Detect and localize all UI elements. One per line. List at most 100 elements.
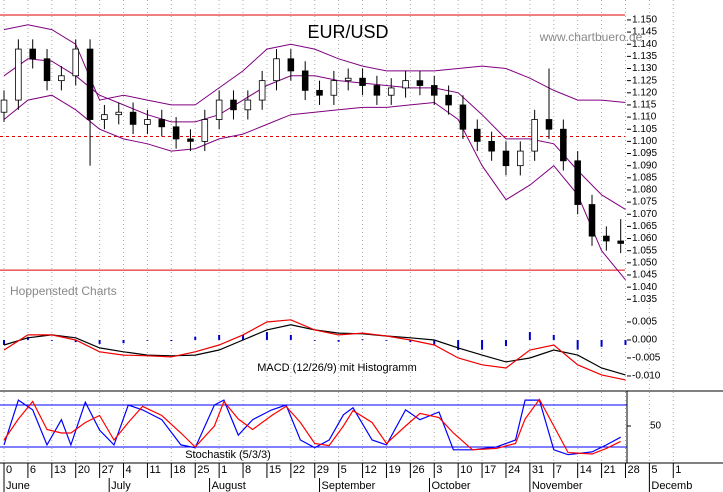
x-tick-label: 18 [173,464,185,476]
candle-body [574,160,581,205]
candle-body [588,204,596,237]
candle-body [244,99,252,111]
histogram-bar [313,339,316,341]
candle-body [215,99,223,120]
candle-body [258,80,266,101]
y-tick-label: 1.100 [632,136,657,147]
y-tick-label: 0.000 [632,335,657,346]
x-tick-label: 17 [484,464,496,476]
y-tick-label: 1.035 [632,294,657,305]
histogram-bar [50,339,53,341]
y-tick-label: 50 [650,421,662,432]
candle-body [330,80,338,96]
y-tick-label: 1.065 [632,221,657,232]
histogram-bar [289,334,292,340]
series-line [3,399,621,456]
month-label: October [431,480,470,492]
y-tick-label: 1.135 [632,51,657,62]
month-label: June [6,480,30,492]
y-tick-label: 1.090 [632,160,657,171]
histogram-bar [265,332,268,340]
month-label: November [532,480,583,492]
candle-body [387,87,395,96]
x-tick-label: 1 [675,464,681,476]
marks: 0 6 13 20 27 4 11 18 25 1 8 15 22 29 5 12 19 26 3 10 17 24 31 7… [0,15,692,492]
y-tick-label: 1.070 [632,209,657,220]
x-tick-label: 24 [508,464,520,476]
y-tick-label: 1.125 [632,75,657,86]
candle-body [344,77,352,82]
histogram-bar [433,339,436,345]
candle-body [187,138,194,142]
candle-body [603,235,610,242]
candle-body [416,80,424,86]
candle-body [0,99,8,113]
histogram-bar [361,339,364,341]
y-tick-label: 1.080 [632,185,657,196]
x-tick-label: 15 [269,464,281,476]
x-tick-label: 1 [221,464,227,476]
histogram-bar [218,334,221,340]
x-tick-label: 22 [293,464,305,476]
x-tick-label: 20 [78,464,90,476]
candle-body [172,126,180,140]
series-line [3,398,621,455]
x-tick-label: 4 [126,464,132,476]
candle-body [273,58,280,82]
x-tick-label: 5 [341,464,347,476]
histogram-bar [146,339,149,341]
candle-body [617,240,624,244]
month-label: September [322,480,376,492]
candle-body [488,140,495,152]
x-tick-label: 29 [317,464,329,476]
y-tick-label: -0.010 [632,371,661,382]
y-tick-label: 1.110 [632,112,657,123]
x-tick-label: 6 [30,464,36,476]
y-tick-label: 1.055 [632,245,657,256]
candle-body [301,70,309,91]
histogram-bar [385,339,388,341]
x-tick-label: 5 [651,464,657,476]
candle-body [430,85,438,96]
x-tick-label: 21 [604,464,616,476]
y-tick-label: 1.150 [632,15,657,26]
candle-body [115,111,123,116]
candle-body [402,80,409,89]
band-middle [3,58,626,210]
y-tick-label: 1.050 [632,257,657,268]
x-tick-label: 19 [388,464,400,476]
candle-body [373,85,381,96]
x-tick-label: 14 [580,464,592,476]
panel-label: Stochastik (5/3/3) [185,449,271,461]
candle-body [287,58,295,72]
y-tick-label: 1.145 [632,27,657,38]
histogram-bar [170,339,173,342]
candle-body [531,119,538,152]
y-tick-label: 1.060 [632,233,657,244]
y-tick-label: 1.040 [632,282,657,293]
histogram-bar [74,339,77,343]
histogram-bar [122,339,125,344]
month-label: July [111,480,131,492]
candle-body [230,99,237,111]
candle-body [517,150,524,167]
y-tick-label: 1.120 [632,87,657,98]
histogram-bar [242,334,245,340]
candle-body [43,58,51,82]
x-tick-label: 7 [556,464,562,476]
x-tick-label: 26 [412,464,424,476]
y-tick-label: 1.045 [632,270,657,281]
x-tick-label: 27 [102,464,114,476]
candle-body [545,119,553,130]
candle-body [316,89,323,96]
panel-label: MACD (12/26/9) mit Histogramm [257,362,417,374]
histogram-bar [98,339,101,344]
candle-body [560,128,567,162]
histogram-bar [528,332,531,340]
y-tick-label: 1.115 [632,100,657,111]
histogram-bar [409,339,412,343]
histogram-bar [3,339,6,345]
histogram-bar [194,336,197,340]
